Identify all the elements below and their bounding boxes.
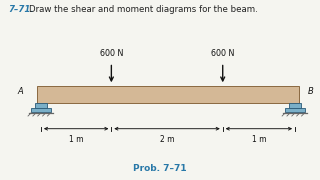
Bar (289, 103, 301, 108)
Text: 2 m: 2 m (160, 135, 174, 144)
Text: 600 N: 600 N (100, 49, 123, 58)
Bar (31, 108, 51, 112)
Text: A: A (17, 87, 23, 96)
Text: 600 N: 600 N (211, 49, 235, 58)
Text: 1 m: 1 m (69, 135, 84, 144)
Bar (35, 103, 47, 108)
Text: 7–71.: 7–71. (8, 5, 34, 14)
Text: B: B (308, 87, 313, 96)
Bar (37, 86, 299, 103)
Bar (285, 108, 305, 112)
Text: Prob. 7–71: Prob. 7–71 (133, 164, 187, 173)
Text: 1 m: 1 m (252, 135, 266, 144)
Text: Draw the shear and moment diagrams for the beam.: Draw the shear and moment diagrams for t… (29, 5, 258, 14)
